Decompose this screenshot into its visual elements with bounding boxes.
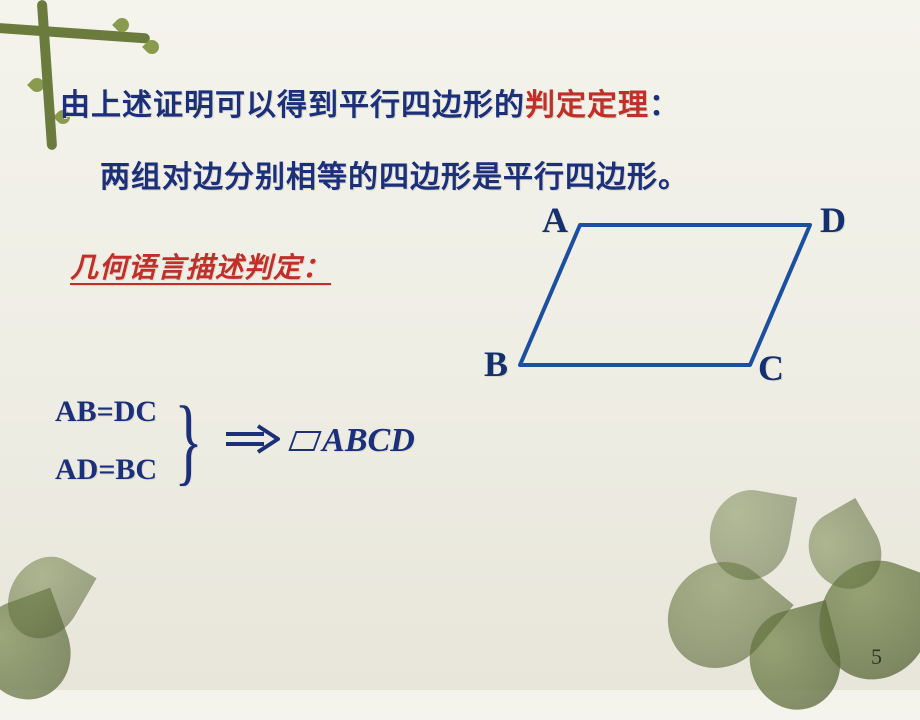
parallelogram-diagram: A D B C: [500, 205, 850, 395]
vertex-label-c: C: [758, 347, 784, 389]
vertex-label-a: A: [542, 199, 568, 241]
intro-prefix: 由上述证明可以得到平行四边形的: [60, 89, 525, 122]
theorem-statement: 两组对边分别相等的四边形是平行四边形。: [100, 152, 860, 196]
equation-2: AD=BC: [55, 453, 157, 487]
formula-block: AB=DC AD=BC } ABCD: [55, 395, 415, 487]
leaves-bottom-left: [0, 520, 120, 720]
intro-highlight: 判定定理: [525, 89, 649, 122]
equation-1: AB=DC: [55, 395, 157, 429]
conclusion-label: ABCD: [322, 422, 415, 460]
parallelogram-symbol: [289, 431, 322, 451]
page-number: 5: [871, 644, 882, 670]
right-brace: }: [175, 402, 203, 480]
vertex-label-b: B: [484, 343, 508, 385]
vertex-label-d: D: [820, 199, 846, 241]
implication-arrow: [224, 424, 284, 459]
conclusion: ABCD: [292, 422, 415, 460]
intro-suffix: ：: [649, 89, 680, 122]
intro-line: 由上述证明可以得到平行四边形的判定定理：: [60, 80, 860, 124]
equation-column: AB=DC AD=BC: [55, 395, 157, 487]
